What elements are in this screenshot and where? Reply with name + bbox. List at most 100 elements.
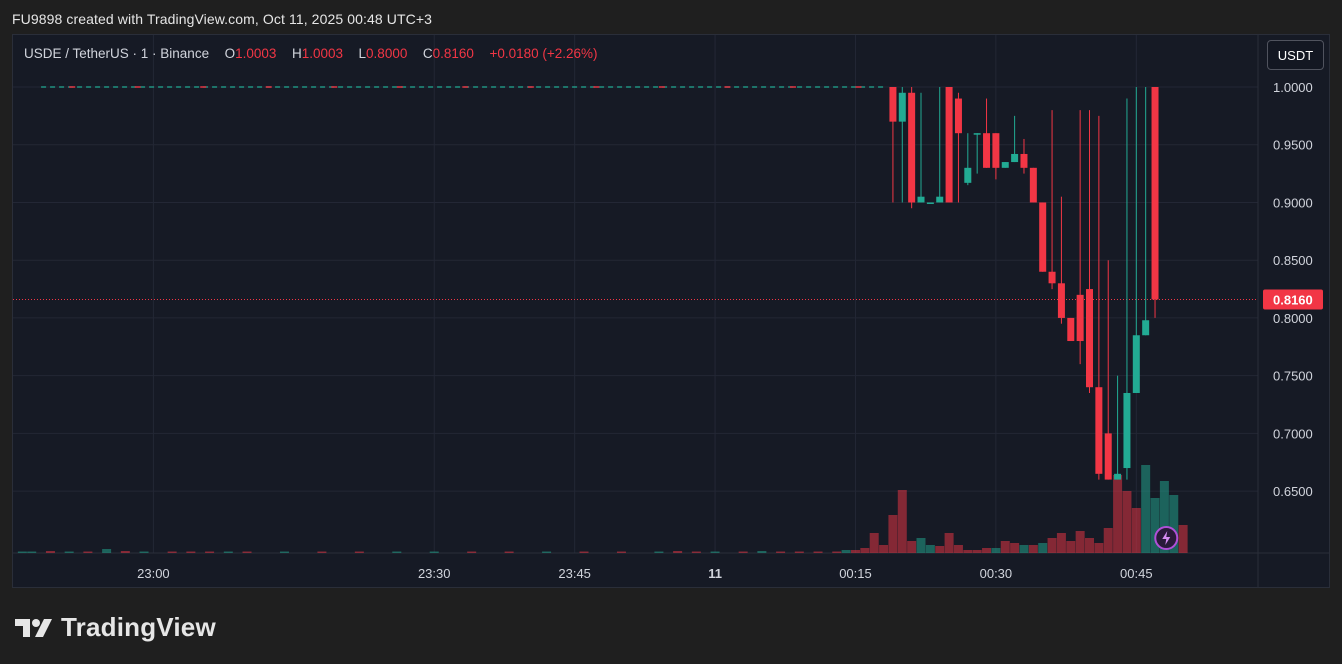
time-tick-label: 00:45 [1120, 566, 1153, 581]
volume-bar [888, 515, 898, 553]
candle-body [1029, 167, 1037, 203]
candle-body [954, 98, 962, 134]
volume-bar [982, 548, 992, 553]
candlestick-chart[interactable]: 1.0000 0.9500 0.9000 0.8500 0.8000 0.7500 0.70… [13, 35, 1329, 587]
lightning-icon[interactable] [1154, 526, 1179, 550]
volume-bar [1159, 481, 1169, 553]
volume-bar [616, 551, 626, 553]
price-tick-label: 0.9500 [1273, 138, 1313, 153]
candle-body [945, 87, 953, 203]
volume-bar [317, 551, 327, 553]
currency-button[interactable]: USDT [1267, 40, 1324, 70]
volume-bar [429, 551, 439, 553]
volume-bar [935, 546, 945, 553]
time-tick-label: 23:00 [137, 566, 170, 581]
high-label: H [291, 46, 302, 61]
candle-body [983, 133, 991, 168]
candle-body [1057, 283, 1065, 318]
time-tick-label: 11 [708, 566, 722, 581]
volume-bar [832, 551, 842, 553]
volume-bar [1178, 525, 1188, 553]
high-value: 1.0003 [301, 46, 343, 61]
time-tick-label: 23:30 [418, 566, 451, 581]
volume-bar [1047, 538, 1057, 553]
volume-bar [944, 533, 954, 553]
volume-bar [83, 551, 93, 553]
volume-bar [504, 551, 514, 553]
candle-body [973, 133, 981, 135]
candle-body [1104, 433, 1112, 480]
brand-wordmark: TradingView [61, 612, 216, 642]
volume-bar [963, 550, 973, 553]
volume-bar [139, 551, 149, 553]
time-tick-label: 00:15 [839, 566, 872, 581]
volume-bar [1169, 495, 1179, 553]
candle-body [1132, 335, 1140, 393]
close-label: C [422, 46, 433, 61]
volume-bar [1056, 533, 1066, 553]
volume-bar [1113, 475, 1123, 553]
candle-body [1123, 392, 1131, 469]
last-price-label: 0.8160 [1273, 292, 1313, 307]
volume-bar [850, 550, 860, 553]
candle-body [1048, 271, 1056, 284]
volume-bar [186, 551, 196, 553]
volume-bar [972, 550, 982, 553]
volume-bar [710, 551, 720, 553]
volume-bar [120, 551, 130, 553]
candle-body [1039, 202, 1047, 272]
price-tick-label: 0.7500 [1273, 369, 1313, 384]
volume-bar [1000, 541, 1010, 553]
candle-body [898, 92, 906, 122]
candle-body [1151, 87, 1159, 300]
change-value: +0.0180 (+2.26%) [489, 46, 598, 61]
time-tick-label: 00:30 [980, 566, 1013, 581]
price-tick-label: 0.9000 [1273, 195, 1313, 210]
volume-bar [64, 551, 74, 553]
candle-body [1067, 317, 1075, 342]
attribution-text: FU9898 created with TradingView.com, Oct… [12, 11, 432, 27]
volume-bar [757, 551, 767, 553]
chart-panel[interactable]: 1.0000 0.9500 0.9000 0.8500 0.8000 0.7500 0.70… [12, 34, 1330, 588]
volume-bar [738, 551, 748, 553]
volume-bar [45, 551, 55, 553]
low-label: L [358, 46, 367, 61]
volume-bar [279, 551, 289, 553]
volume-bar [242, 551, 252, 553]
volume-bar [542, 551, 552, 553]
candle-body [964, 167, 972, 183]
candle-body [917, 196, 925, 203]
price-tick-label: 0.7000 [1273, 426, 1313, 441]
volume-bar [953, 545, 963, 553]
volume-bar [794, 551, 804, 553]
volume-bar [1150, 498, 1160, 553]
volume-bar [467, 551, 477, 553]
candle-body [889, 87, 897, 122]
volume-bar [1038, 543, 1048, 553]
volume-bar [879, 545, 889, 553]
open-label: O [224, 46, 236, 61]
tradingview-brand[interactable]: TradingView [15, 612, 216, 643]
open-value: 1.0003 [235, 46, 277, 61]
volume-bar [1122, 491, 1132, 553]
volume-bar [907, 541, 917, 553]
volume-bar [1066, 541, 1076, 553]
price-tick-label: 0.8000 [1273, 311, 1313, 326]
candle-body [926, 202, 934, 204]
volume-bar [916, 538, 926, 553]
candle-body [992, 133, 1000, 168]
volume-bar [1075, 531, 1085, 553]
volume-bar [17, 551, 27, 553]
candle-body [936, 196, 944, 203]
volume-bar [691, 551, 701, 553]
volume-bar [654, 551, 664, 553]
volume-bar [392, 551, 402, 553]
volume-bar [813, 551, 823, 553]
price-tick-label: 0.8500 [1273, 253, 1313, 268]
candle-body [1114, 473, 1122, 480]
candle-body [908, 92, 916, 203]
low-value: 0.8000 [366, 46, 408, 61]
symbol-name[interactable]: USDE / TetherUS · 1 · Binance [24, 46, 210, 61]
volume-bar [167, 551, 177, 553]
volume-bar [1094, 543, 1104, 553]
